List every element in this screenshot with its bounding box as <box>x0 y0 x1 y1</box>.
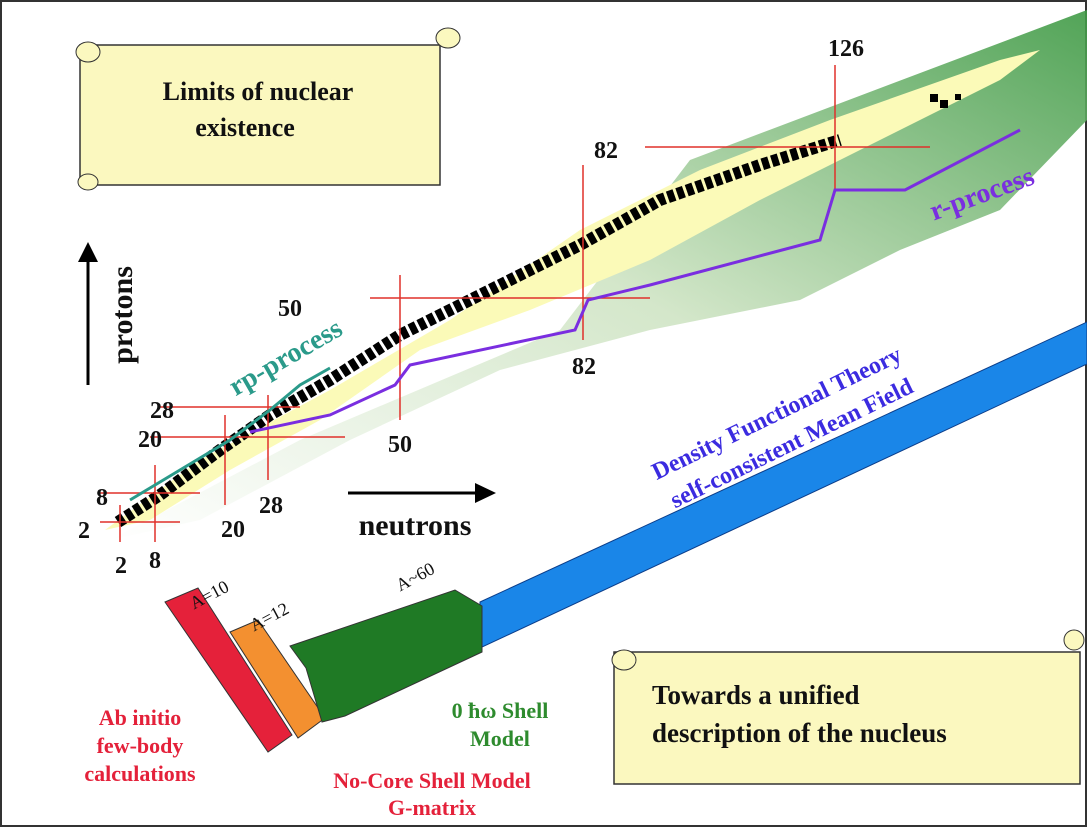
neutron-magic: 28 <box>259 493 283 519</box>
proton-magic: 8 <box>96 485 108 511</box>
shell-model-label: 0 ħω Shell <box>452 698 549 723</box>
neutron-magic: 2 <box>115 553 127 579</box>
proton-magic: 2 <box>78 518 90 544</box>
scroll-text: existence <box>195 113 295 142</box>
nuclide <box>940 100 948 108</box>
scroll-curl <box>76 42 100 62</box>
neutron-magic: 8 <box>149 548 161 574</box>
scroll-text: description of the nucleus <box>652 718 947 748</box>
scroll-curl <box>436 28 460 48</box>
neutron-magic: 50 <box>388 432 412 458</box>
ab-initio-label: few-body <box>97 733 184 758</box>
neutrons-label: neutrons <box>359 509 472 542</box>
limits-scroll: Limits of nuclear existence <box>76 28 460 190</box>
neutron-magic: 20 <box>221 517 245 543</box>
no-core-label: G-matrix <box>388 795 476 820</box>
nuclide <box>955 94 961 100</box>
scroll-curl <box>1064 630 1084 650</box>
proton-magic: 50 <box>278 296 302 322</box>
shell-model-label: Model <box>470 726 530 751</box>
unified-scroll: Towards a unified description of the nuc… <box>612 630 1084 784</box>
scroll-curl <box>78 174 98 190</box>
proton-magic: 20 <box>138 427 162 453</box>
scroll-text: Limits of nuclear <box>163 77 354 106</box>
neutron-magic: 126 <box>828 36 864 62</box>
neutron-magic: 82 <box>572 354 596 380</box>
scroll-curl <box>612 650 636 670</box>
scroll-text: Towards a unified <box>652 680 860 710</box>
no-core-label: No-Core Shell Model <box>333 768 531 793</box>
proton-magic: 28 <box>150 398 174 424</box>
nuclide <box>930 94 938 102</box>
protons-label: protons <box>106 266 139 364</box>
diagram: rp-process r-process 2 8 20 28 50 82 2 8… <box>0 0 1087 827</box>
proton-magic: 82 <box>594 138 618 164</box>
ab-initio-label: calculations <box>84 761 196 786</box>
ab-initio-label: Ab initio <box>99 705 182 730</box>
